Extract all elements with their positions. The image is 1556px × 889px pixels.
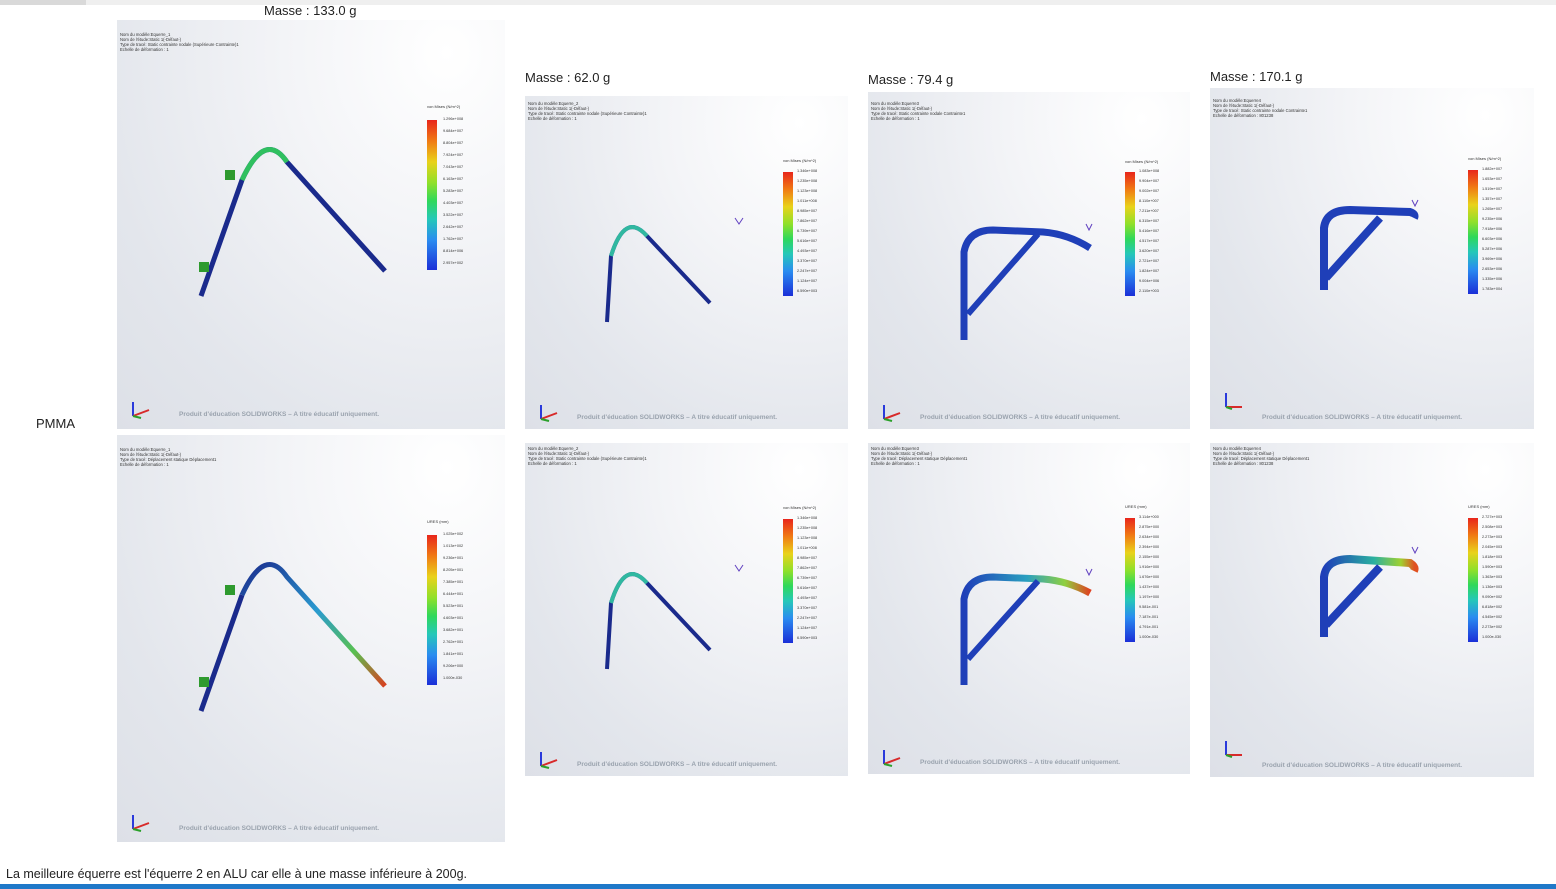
legend-color-bar <box>1468 518 1478 642</box>
bracket-shape <box>605 564 744 670</box>
axis-triad-icon <box>883 750 901 767</box>
simulation-panel-3[interactable]: Nom du modèle:Equerre3 Nom de l'étude:Sta… <box>868 92 1190 429</box>
row-label-material: PMMA <box>36 416 75 431</box>
fixture-icon <box>225 585 235 595</box>
legend-color-bar <box>1468 170 1478 294</box>
legend-title: von Mises (N/m^2) <box>1468 156 1502 161</box>
mass-label-2: Masse : 62.0 g <box>525 70 611 85</box>
bottom-bar <box>0 884 1556 889</box>
fixture-icon <box>199 262 209 272</box>
panel-header: Nom du modèle:Equerre_2 Nom de l'étude:St… <box>528 446 647 466</box>
legend-title: URES (mm) <box>1125 504 1147 509</box>
fixture-icon <box>199 677 209 687</box>
panel-header: Nom du modèle:Equerre_1 Nom de l'étude:St… <box>120 32 239 52</box>
mass-label-3: Masse : 79.4 g <box>868 72 954 87</box>
simulation-panel-2[interactable]: Nom du modèle:Equerre_2 Nom de l'étude:St… <box>525 96 848 429</box>
watermark: Produit d'éducation SOLIDWORKS – A titre… <box>179 825 380 832</box>
panel-header: Nom du modèle:Equerre3 Nom de l'étude:Sta… <box>871 101 966 121</box>
mass-label-1: Masse : 133.0 g <box>264 3 357 18</box>
simulation-panel-5[interactable]: Nom du modèle:Equerre_1 Nom de l'étude:St… <box>117 435 505 842</box>
panel-header: Nom du modèle:Equerre_1 Nom de l'étude:St… <box>120 447 217 467</box>
mass-label-4: Masse : 170.1 g <box>1210 69 1303 84</box>
legend-title: URES (mm) <box>1468 504 1490 509</box>
legend-color-bar <box>427 120 437 270</box>
legend-color-bar <box>1125 172 1135 296</box>
legend-color-bar <box>1125 518 1135 642</box>
panel-header: Nom du modèle:Equerre4 Nom de l'étude:Sta… <box>1213 446 1310 466</box>
watermark: Produit d'éducation SOLIDWORKS – A titre… <box>179 411 380 418</box>
bracket-shape <box>198 147 387 297</box>
top-bar-tab[interactable] <box>0 0 86 5</box>
simulation-panel-8[interactable]: Nom du modèle:Equerre4 Nom de l'étude:Sta… <box>1210 443 1534 777</box>
panel-header: Nom du modèle:Equerre4 Nom de l'étude:Sta… <box>1213 98 1308 118</box>
bracket-shape <box>960 223 1093 340</box>
legend-color-bar <box>783 172 793 296</box>
watermark: Produit d'éducation SOLIDWORKS – A titre… <box>1262 762 1463 769</box>
legend-title: URES (mm) <box>427 519 449 524</box>
axis-triad-icon <box>132 402 150 419</box>
watermark: Produit d'éducation SOLIDWORKS – A titre… <box>1262 414 1463 421</box>
simulation-panel-7[interactable]: Nom du modèle:Equerre3 Nom de l'étude:Sta… <box>868 443 1190 774</box>
watermark: Produit d'éducation SOLIDWORKS – A titre… <box>920 414 1121 421</box>
bracket-shape <box>1320 199 1419 290</box>
legend-title: von Mises (N/m^2) <box>783 158 817 163</box>
bracket-shape <box>1320 546 1419 637</box>
legend-color-bar <box>783 519 793 643</box>
top-bar <box>0 0 1556 5</box>
simulation-panel-4[interactable]: Nom du modèle:Equerre4 Nom de l'étude:Sta… <box>1210 88 1534 429</box>
fixture-icon <box>225 170 235 180</box>
axis-triad-icon <box>540 405 558 422</box>
simulation-panel-1[interactable]: Nom du modèle:Equerre_1 Nom de l'étude:St… <box>117 20 505 429</box>
legend-color-bar <box>427 535 437 685</box>
bracket-shape <box>198 562 387 712</box>
panel-header: Nom du modèle:Equerre3 Nom de l'étude:Sta… <box>871 446 968 466</box>
legend-title: von Mises (N/m^2) <box>1125 159 1159 164</box>
simulation-panel-6[interactable]: Nom du modèle:Equerre_2 Nom de l'étude:St… <box>525 443 848 776</box>
axis-triad-icon <box>132 815 150 832</box>
legend-title: von Mises (N/m^2) <box>427 104 461 109</box>
watermark: Produit d'éducation SOLIDWORKS – A titre… <box>577 414 778 421</box>
bracket-shape <box>605 217 744 323</box>
axis-triad-icon <box>1225 393 1242 410</box>
watermark: Produit d'éducation SOLIDWORKS – A titre… <box>577 761 778 768</box>
conclusion-text: La meilleure équerre est l'équerre 2 en … <box>6 867 467 881</box>
bracket-shape <box>960 568 1093 685</box>
axis-triad-icon <box>540 752 558 769</box>
axis-triad-icon <box>1225 741 1242 758</box>
watermark: Produit d'éducation SOLIDWORKS – A titre… <box>920 759 1121 766</box>
axis-triad-icon <box>883 405 901 422</box>
panel-header: Nom du modèle:Equerre_2 Nom de l'étude:St… <box>528 101 647 121</box>
legend-title: von Mises (N/m^2) <box>783 505 817 510</box>
